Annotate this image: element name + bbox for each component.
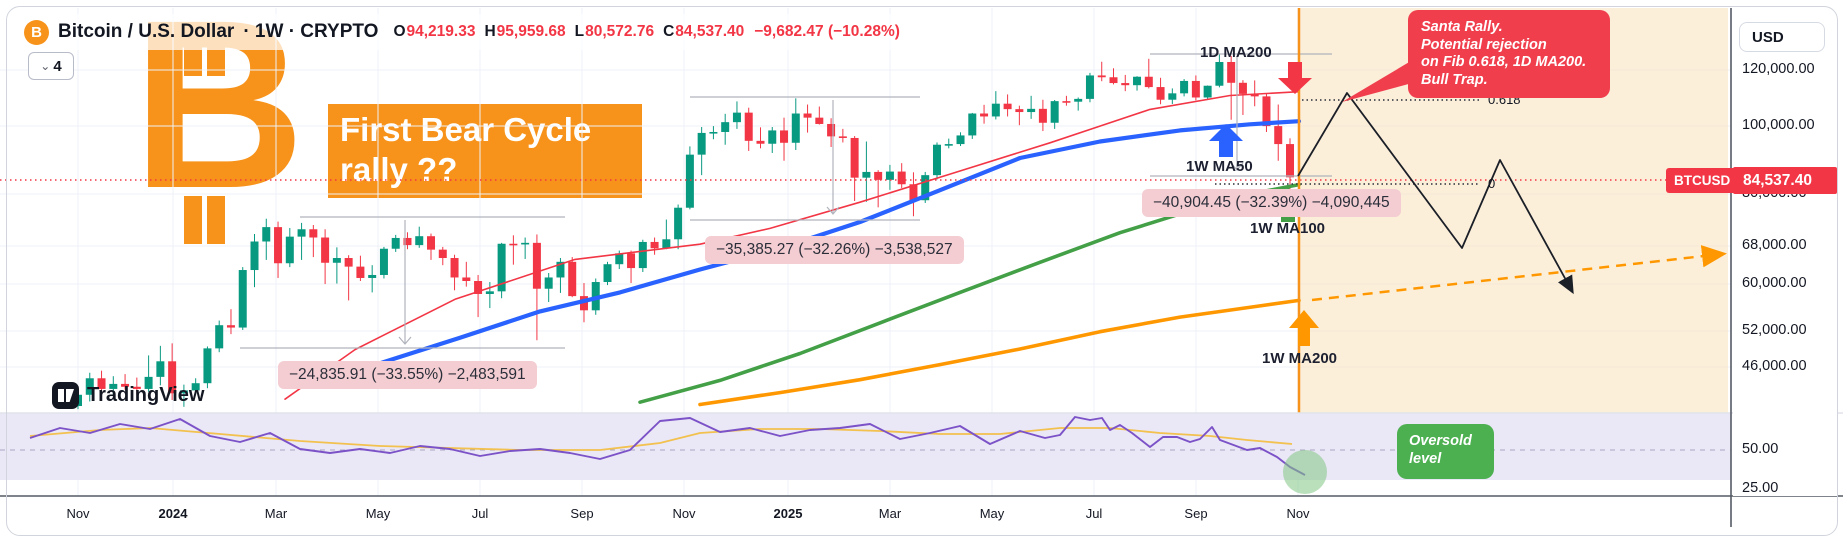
bitcoin-symbol-prong xyxy=(184,196,202,244)
red-down-arrow[interactable] xyxy=(1278,62,1312,94)
measurement-label[interactable]: −24,835.91 (−33.55%) −2,483,591 xyxy=(278,361,537,389)
bitcoin-logo-letter: B xyxy=(31,23,42,41)
oversold-level-callout[interactable]: Oversold level xyxy=(1397,424,1494,479)
price-tick-label: 52,000.00 xyxy=(1742,322,1807,338)
ma-label[interactable]: 1D MA200 xyxy=(1200,44,1272,61)
open-label: O xyxy=(393,23,406,40)
rsi-line[interactable] xyxy=(29,416,1306,476)
measurement-brackets xyxy=(240,53,1332,349)
price-tick-label: 120,000.00 xyxy=(1742,61,1815,77)
time-tick-label: Mar xyxy=(264,506,288,521)
rsi-tick-label: 50.00 xyxy=(1742,441,1779,457)
time-tick-label: Nov xyxy=(1286,506,1310,521)
high-label: H xyxy=(484,23,496,40)
orange-up-arrow[interactable] xyxy=(1289,310,1319,346)
bear-cycle-banner[interactable]: First Bear Cycle rally ?? xyxy=(328,104,642,198)
time-tick-label: Nov xyxy=(672,506,696,521)
fib-level-label: 0 xyxy=(1488,176,1496,191)
time-tick-label: Jul xyxy=(471,506,489,521)
time-tick-label: Sep xyxy=(1184,506,1208,521)
ohlc-values: O94,219.33 H95,959.68 L80,572.76 C84,537… xyxy=(393,23,899,41)
callout-line: Potential rejection xyxy=(1421,36,1547,53)
tradingview-logo[interactable]: TradingView xyxy=(52,382,204,409)
symbol-meta[interactable]: · 1W · CRYPTO xyxy=(243,21,379,42)
last-price-badge[interactable]: 84,537.40 xyxy=(1733,167,1837,194)
ma200-1w-line[interactable] xyxy=(698,298,1301,407)
rsi-tick-label: 25.00 xyxy=(1742,480,1779,496)
callout-line: Oversold xyxy=(1409,433,1472,449)
callout-line: on Fib 0.618, 1D MA200. xyxy=(1421,54,1587,71)
oversold-highlight-circle[interactable] xyxy=(1283,450,1327,494)
callout-line: level xyxy=(1409,451,1442,468)
banner-line: rally ?? xyxy=(340,151,458,189)
candlestick-series xyxy=(74,54,1295,410)
change-value: −9,682.47 (−10.28%) xyxy=(754,23,900,40)
time-tick-label: Sep xyxy=(570,506,594,521)
time-tick-label: 2024 xyxy=(158,506,188,521)
time-tick-label: May xyxy=(979,506,1005,521)
chevron-down-icon: ⌄ xyxy=(40,59,51,73)
close-label: C xyxy=(663,23,675,40)
ma-label[interactable]: 1W MA200 xyxy=(1262,350,1338,367)
price-tick-label: 60,000.00 xyxy=(1742,275,1807,291)
high-value: 95,959.68 xyxy=(496,23,566,40)
time-tick-label: May xyxy=(365,506,391,521)
ma50-1w-line[interactable] xyxy=(297,119,1302,383)
low-value: 80,572.76 xyxy=(585,23,655,40)
callout-line: Santa Rally. xyxy=(1421,19,1503,35)
time-tick-label: Jul xyxy=(1085,506,1103,521)
ma100-1w-line[interactable] xyxy=(638,182,1301,405)
tradingview-logo-text: TradingView xyxy=(87,384,205,406)
symbol-header[interactable]: B Bitcoin / U.S. Dollar · 1W · CRYPTO O9… xyxy=(22,14,908,50)
measurement-label[interactable]: −35,385.27 (−32.26%) −3,538,527 xyxy=(705,236,964,264)
santa-rally-callout[interactable]: Santa Rally. Potential rejection on Fib … xyxy=(1408,10,1610,98)
open-value: 94,219.33 xyxy=(406,23,476,40)
price-axis[interactable] xyxy=(1733,8,1837,496)
price-tick-label: 100,000.00 xyxy=(1742,117,1815,133)
currency-button[interactable]: USD xyxy=(1739,22,1825,52)
time-tick-label: Nov xyxy=(66,506,90,521)
bitcoin-logo-icon: B xyxy=(24,19,49,45)
measurement-label[interactable]: −40,904.45 (−32.39%) −4,090,445 xyxy=(1142,189,1401,217)
low-label: L xyxy=(574,23,585,40)
price-tick-label: 68,000.00 xyxy=(1742,237,1807,253)
ma-label[interactable]: 1W MA100 xyxy=(1250,220,1326,237)
forecast-zigzag-path[interactable] xyxy=(1297,92,1574,295)
blue-up-arrow[interactable] xyxy=(1209,124,1243,157)
projection-trendline[interactable] xyxy=(1311,245,1727,302)
ma200-1d-line[interactable] xyxy=(284,90,1300,401)
banner-line: First Bear Cycle xyxy=(340,111,592,148)
time-tick-label: 2025 xyxy=(773,506,803,521)
symbol-price-badge[interactable]: BTCUSD xyxy=(1666,168,1739,193)
bitcoin-symbol-prong xyxy=(207,196,225,244)
callout-line: Bull Trap. xyxy=(1421,72,1488,89)
drawings-dropdown[interactable]: ⌄ 4 xyxy=(28,52,74,80)
price-tick-label: 46,000.00 xyxy=(1742,358,1807,374)
ma-label[interactable]: 1W MA50 xyxy=(1186,158,1253,175)
santa-callout-tail xyxy=(1342,58,1416,102)
close-value: 84,537.40 xyxy=(675,23,745,40)
symbol-title[interactable]: Bitcoin / U.S. Dollar xyxy=(58,21,235,42)
time-tick-label: Mar xyxy=(878,506,902,521)
drawings-count: 4 xyxy=(53,57,62,75)
tradingview-logo-icon xyxy=(52,382,79,409)
